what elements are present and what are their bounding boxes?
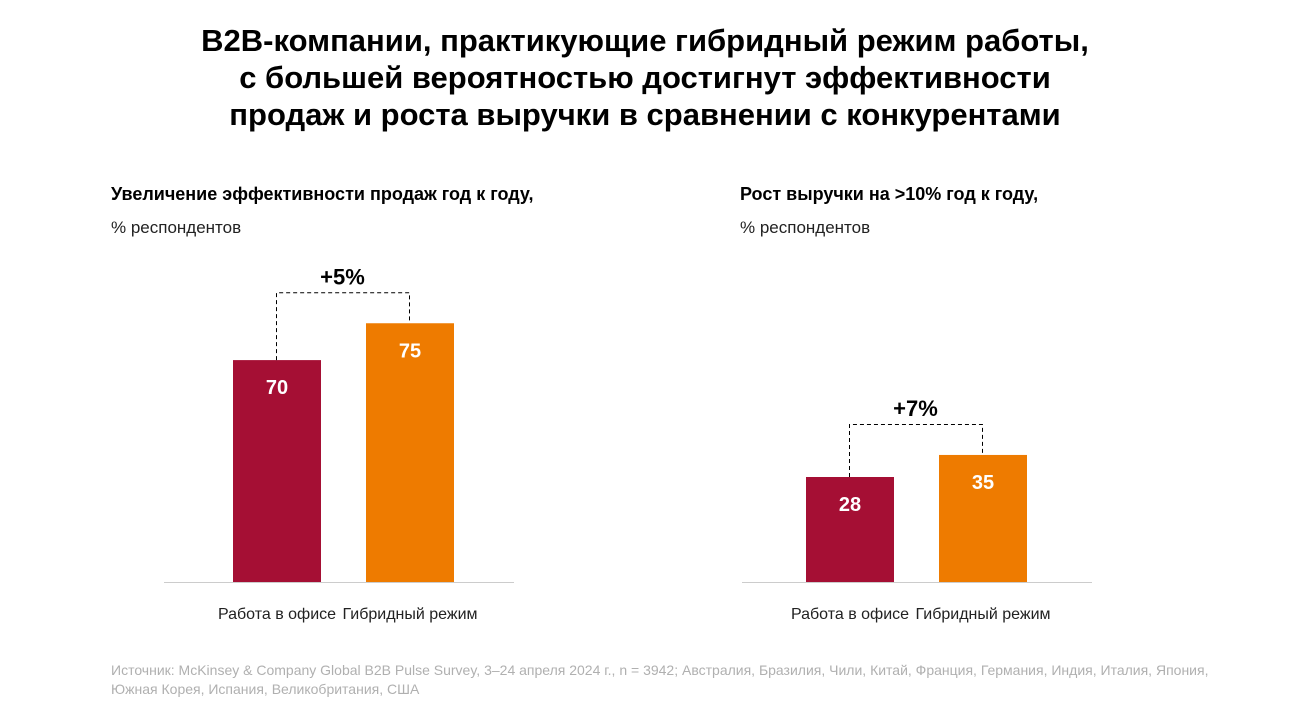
bar-value-label: 70 bbox=[266, 377, 288, 399]
category-label: Гибридный режим bbox=[915, 606, 1050, 623]
chart2-title: Рост выручки на >10% год к году, bbox=[740, 184, 1039, 204]
bar-value-label: 75 bbox=[399, 340, 421, 362]
bar bbox=[939, 454, 1027, 582]
difference-bracket bbox=[276, 292, 410, 361]
title-line: с большей вероятностью достигнут эффекти… bbox=[239, 60, 1051, 95]
source-note: Источник: McKinsey & Company Global B2B … bbox=[111, 662, 1209, 697]
difference-bracket bbox=[849, 423, 983, 477]
bar-value-label: 28 bbox=[839, 494, 861, 516]
chart1-unit: % респондентов bbox=[111, 218, 242, 237]
title-line: продаж и роста выручки в сравнении с кон… bbox=[229, 97, 1061, 132]
difference-annotation: +5% bbox=[320, 264, 365, 289]
bar bbox=[806, 477, 894, 582]
category-label: Работа в офисе bbox=[791, 606, 909, 623]
category-label: Работа в офисе bbox=[218, 606, 336, 623]
bar bbox=[366, 323, 454, 582]
slide-title: B2B-компании, практикующие гибридный реж… bbox=[0, 22, 1290, 133]
chart1-title: Увеличение эффективности продаж год к го… bbox=[111, 184, 534, 204]
category-label: Гибридный режим bbox=[342, 606, 477, 623]
title-line: B2B-компании, практикующие гибридный реж… bbox=[201, 23, 1089, 58]
difference-annotation: +7% bbox=[893, 396, 938, 421]
bar-value-label: 35 bbox=[972, 472, 994, 494]
chart2-unit: % респондентов bbox=[740, 218, 871, 237]
bar bbox=[233, 360, 321, 582]
